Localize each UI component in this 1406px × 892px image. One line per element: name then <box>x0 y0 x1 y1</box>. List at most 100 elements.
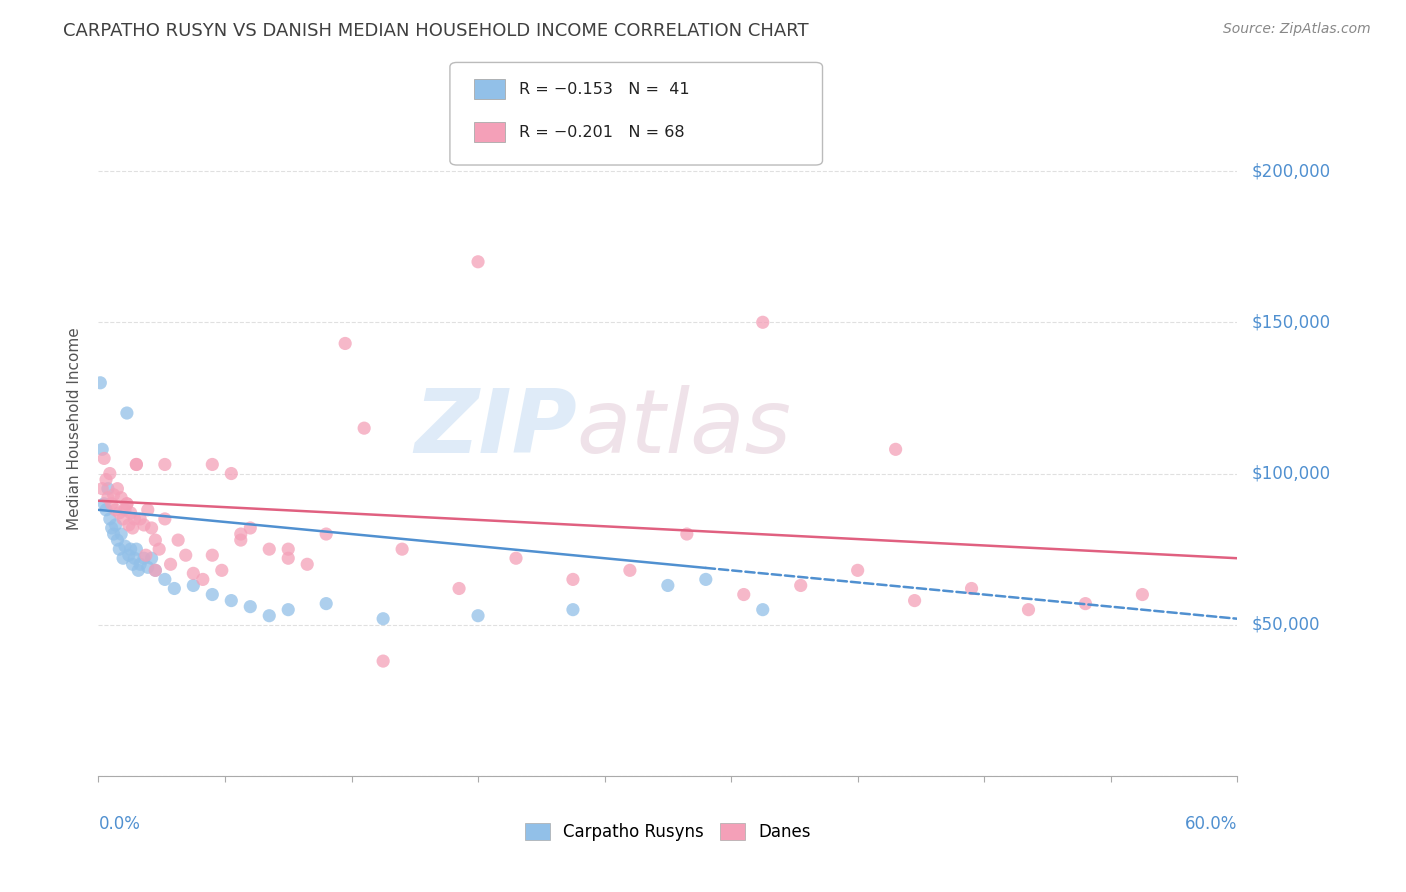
Point <box>259 542 281 557</box>
Text: 60.0%: 60.0% <box>1185 815 1237 833</box>
Point <box>103 488 125 502</box>
Point <box>183 566 205 581</box>
Point <box>229 527 252 541</box>
Point <box>315 597 337 611</box>
Point <box>153 573 176 587</box>
Point <box>733 588 755 602</box>
Point <box>136 560 159 574</box>
Point <box>752 315 775 329</box>
Point <box>112 512 135 526</box>
Point <box>125 542 148 557</box>
Point <box>141 551 163 566</box>
Point <box>91 442 114 457</box>
Point <box>112 551 135 566</box>
Point <box>467 608 489 623</box>
Text: $100,000: $100,000 <box>1251 465 1330 483</box>
Point <box>114 539 136 553</box>
Point <box>132 518 155 533</box>
Point <box>239 521 262 535</box>
Point <box>124 512 146 526</box>
Point <box>297 558 319 572</box>
Point <box>201 458 224 472</box>
Point <box>110 527 132 541</box>
Point <box>191 573 214 587</box>
Text: $50,000: $50,000 <box>1251 615 1320 634</box>
Point <box>97 491 120 505</box>
Point <box>145 563 167 577</box>
Point <box>103 527 125 541</box>
Text: $200,000: $200,000 <box>1251 162 1330 180</box>
Text: R = −0.201   N = 68: R = −0.201 N = 68 <box>519 125 685 139</box>
Point <box>183 578 205 592</box>
Point <box>277 602 299 616</box>
Point <box>107 482 129 496</box>
Point <box>110 491 132 505</box>
Point <box>98 512 121 526</box>
Point <box>884 442 907 457</box>
Point <box>562 573 585 587</box>
Point <box>136 503 159 517</box>
Point <box>127 563 149 577</box>
Point <box>115 497 138 511</box>
Point <box>97 482 120 496</box>
Point <box>695 573 717 587</box>
Point <box>790 578 813 592</box>
Point <box>141 521 163 535</box>
Point <box>91 482 114 496</box>
Point <box>277 551 299 566</box>
Point <box>159 558 181 572</box>
Point <box>94 503 117 517</box>
Point <box>94 473 117 487</box>
Point <box>121 521 143 535</box>
Point <box>125 458 148 472</box>
Point <box>846 563 869 577</box>
Point <box>125 458 148 472</box>
Point <box>129 558 152 572</box>
Point <box>449 582 471 596</box>
Text: 0.0%: 0.0% <box>98 815 141 833</box>
Point <box>505 551 527 566</box>
Point <box>221 593 243 607</box>
Point <box>201 588 224 602</box>
Point <box>1132 588 1154 602</box>
Text: atlas: atlas <box>576 385 792 471</box>
Point <box>153 458 176 472</box>
Legend: Carpatho Rusyns, Danes: Carpatho Rusyns, Danes <box>517 816 818 847</box>
Point <box>211 563 233 577</box>
Point <box>120 542 142 557</box>
Point <box>108 542 131 557</box>
Point <box>277 542 299 557</box>
Point <box>93 451 115 466</box>
Point <box>657 578 679 592</box>
Point <box>100 497 122 511</box>
Point <box>115 406 138 420</box>
Point <box>221 467 243 481</box>
Point <box>98 467 121 481</box>
Point <box>1074 597 1097 611</box>
Point <box>120 506 142 520</box>
Point <box>315 527 337 541</box>
Point <box>562 602 585 616</box>
Point <box>1018 602 1040 616</box>
Point <box>114 503 136 517</box>
Point <box>904 593 927 607</box>
Point <box>391 542 413 557</box>
Point <box>229 533 252 547</box>
Point <box>201 548 224 562</box>
Point <box>118 518 141 533</box>
Point <box>104 503 127 517</box>
Text: R = −0.153   N =  41: R = −0.153 N = 41 <box>519 82 689 96</box>
Point <box>752 602 775 616</box>
Text: $150,000: $150,000 <box>1251 313 1330 331</box>
Point <box>129 512 152 526</box>
Point <box>259 608 281 623</box>
Point <box>167 533 190 547</box>
Point <box>153 512 176 526</box>
Point <box>135 548 157 562</box>
Point <box>145 533 167 547</box>
Point <box>371 654 394 668</box>
Point <box>108 506 131 520</box>
Point <box>118 548 141 562</box>
Point <box>239 599 262 614</box>
Point <box>371 612 394 626</box>
